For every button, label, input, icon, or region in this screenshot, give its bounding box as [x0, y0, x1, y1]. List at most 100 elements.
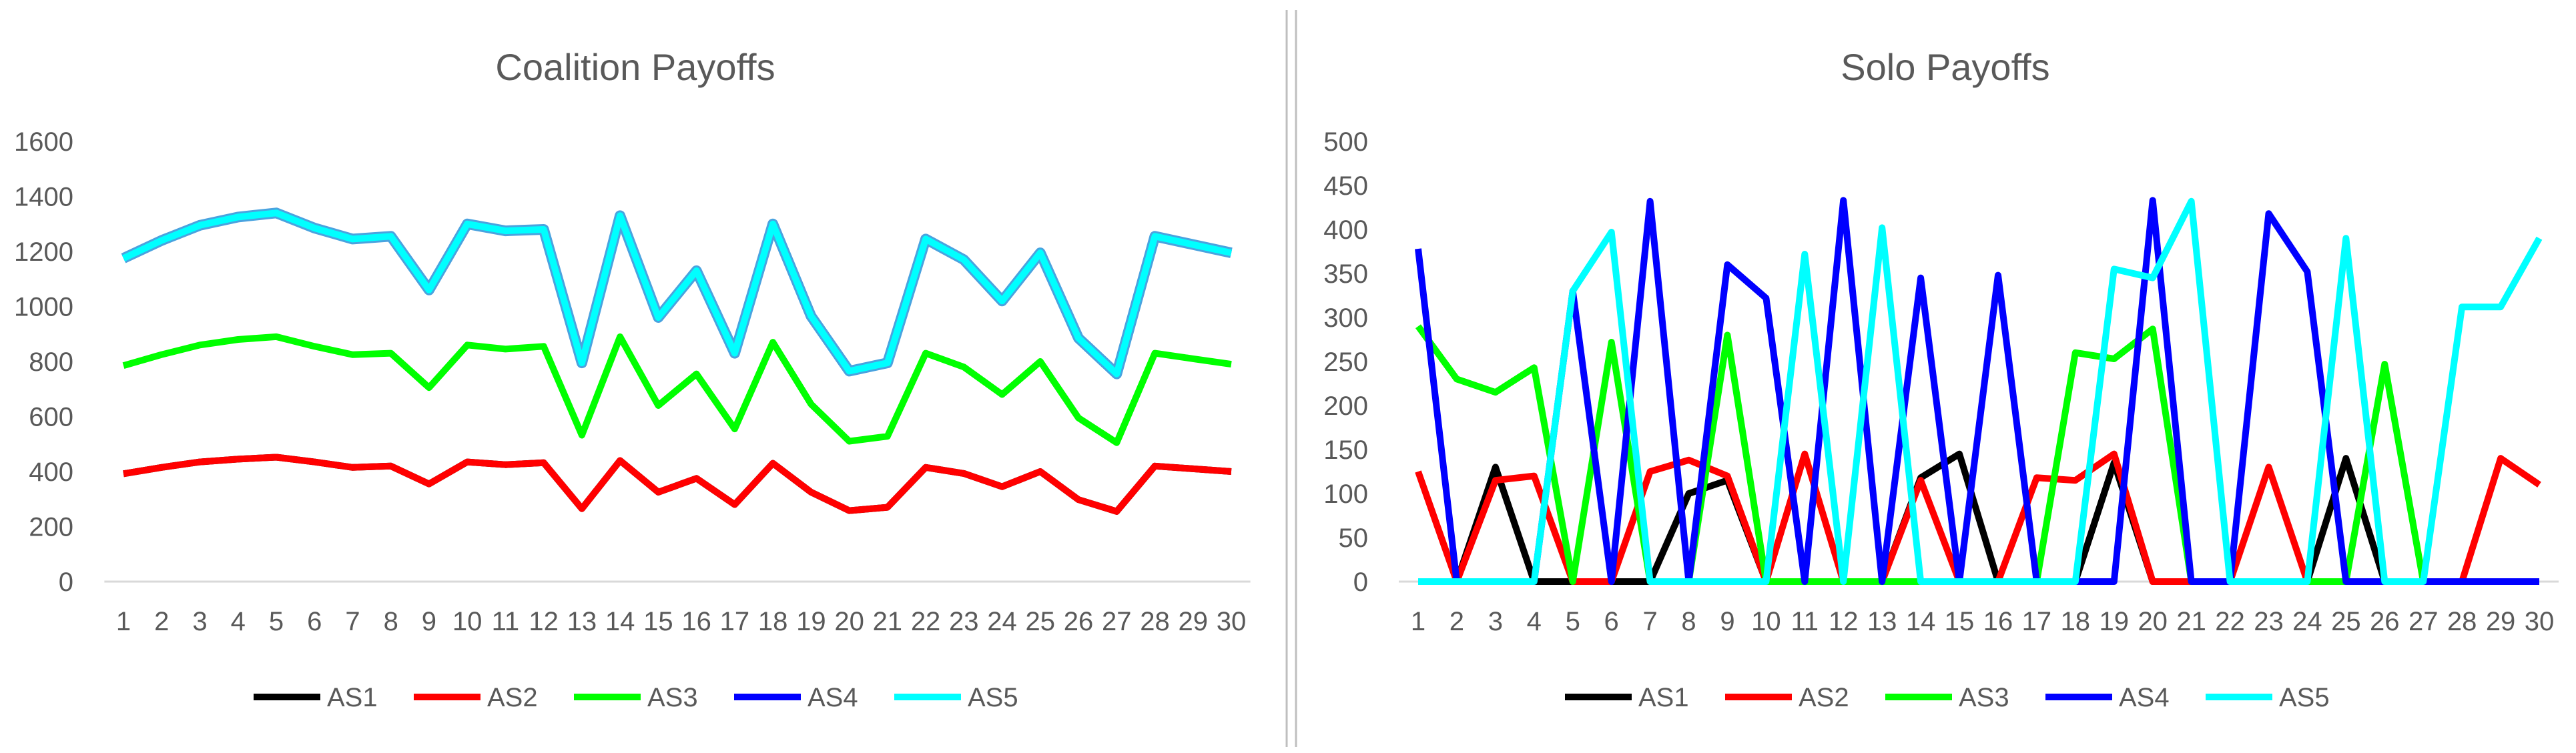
x-tick-label: 24: [987, 607, 1017, 636]
x-tick-label: 18: [758, 607, 788, 636]
legend: AS1 AS2 AS3 AS4 AS5: [254, 683, 1018, 712]
x-tick-label: 27: [1102, 607, 1132, 636]
x-tick-label: 3: [192, 607, 207, 636]
legend-label-as3: AS3: [1959, 683, 2009, 712]
x-tick-label: 1: [116, 607, 131, 636]
x-tick-label: 12: [529, 607, 559, 636]
x-tick-label: 25: [2331, 607, 2361, 636]
x-tick-label: 14: [1906, 607, 1936, 636]
x-tick-label: 10: [1751, 607, 1781, 636]
x-axis-ticks: 1 2 3 4 5 6 7 8 9 10 11 12 13 14 15 16 17 18 19 20 21 22 23 24 2…: [116, 607, 1246, 636]
x-tick-label: 7: [1642, 607, 1657, 636]
legend: AS1 AS2 AS3 AS4 AS5: [1565, 683, 2330, 712]
legend-label-as2: AS2: [487, 683, 538, 712]
x-tick-label: 15: [643, 607, 673, 636]
y-tick-label: 150: [1323, 436, 1368, 465]
y-tick-label: 200: [1323, 392, 1368, 421]
y-tick-label: 250: [1323, 347, 1368, 377]
legend-label-as5: AS5: [2279, 683, 2330, 712]
legend-label-as2: AS2: [1799, 683, 1849, 712]
chart-title: Solo Payoffs: [1841, 46, 2049, 88]
x-tick-label: 24: [2292, 607, 2322, 636]
x-tick-label: 8: [1681, 607, 1696, 636]
x-tick-label: 22: [911, 607, 941, 636]
x-tick-label: 7: [345, 607, 360, 636]
y-tick-label: 450: [1323, 171, 1368, 201]
x-tick-label: 4: [1527, 607, 1542, 636]
y-tick-label: 300: [1323, 303, 1368, 333]
x-tick-label: 6: [1604, 607, 1619, 636]
x-tick-label: 12: [1829, 607, 1859, 636]
x-tick-label: 18: [2061, 607, 2091, 636]
x-tick-label: 17: [2022, 607, 2052, 636]
x-tick-label: 23: [2254, 607, 2284, 636]
legend-label-as4: AS4: [2119, 683, 2170, 712]
x-tick-label: 5: [269, 607, 284, 636]
x-tick-label: 29: [2486, 607, 2516, 636]
series-line-as4: [1415, 197, 2539, 585]
x-tick-label: 26: [2370, 607, 2400, 636]
y-axis-ticks: 0 200 400 600 800 1000 1200 1400 1600: [14, 127, 73, 597]
series-line-as2: [123, 454, 1232, 515]
solo-payoffs-chart: Solo Payoffs 050100150200250300350400450…: [1323, 46, 2559, 712]
y-tick-label: 1400: [14, 183, 73, 212]
y-tick-label: 1200: [14, 237, 73, 267]
y-tick-label: 500: [1323, 127, 1368, 157]
x-tick-label: 28: [1140, 607, 1170, 636]
x-tick-label: 30: [2525, 607, 2555, 636]
x-tick-label: 1: [1411, 607, 1425, 636]
x-tick-label: 15: [1945, 607, 1975, 636]
x-tick-label: 9: [1720, 607, 1734, 636]
x-tick-label: 20: [834, 607, 864, 636]
x-tick-label: 21: [873, 607, 903, 636]
x-tick-label: 23: [949, 607, 979, 636]
x-tick-label: 6: [307, 607, 322, 636]
y-tick-label: 400: [29, 458, 73, 487]
x-tick-label: 2: [154, 607, 169, 636]
x-tick-label: 2: [1450, 607, 1464, 636]
series-lines: [121, 207, 1233, 515]
coalition-payoffs-chart: Coalition Payoffs 0 200 400 600 800 1000 1200 1…: [14, 46, 1251, 712]
x-tick-label: 29: [1179, 607, 1209, 636]
legend-label-as1: AS1: [327, 683, 378, 712]
x-tick-label: 28: [2447, 607, 2477, 636]
legend-label-as5: AS5: [968, 683, 1018, 712]
y-tick-label: 50: [1339, 524, 1369, 553]
x-tick-label: 19: [796, 607, 826, 636]
x-axis-ticks: 1 2 3 4 5 6 7 8 9 10 11 12 13 14 15 16 17 18 19 20 21 22 23 24 2…: [1411, 607, 2554, 636]
x-tick-label: 27: [2408, 607, 2439, 636]
x-tick-label: 14: [605, 607, 635, 636]
x-tick-label: 13: [1867, 607, 1897, 636]
series-line-as5: [1418, 197, 2543, 585]
x-tick-label: 25: [1026, 607, 1056, 636]
y-tick-label: 100: [1323, 480, 1368, 509]
x-tick-label: 9: [422, 607, 436, 636]
x-tick-label: 13: [567, 607, 597, 636]
legend-label-as3: AS3: [647, 683, 698, 712]
x-tick-label: 30: [1217, 607, 1247, 636]
series-line-as5: [121, 209, 1233, 378]
x-tick-label: 3: [1488, 607, 1503, 636]
series-lines: [1415, 197, 2543, 585]
x-tick-label: 22: [2215, 607, 2245, 636]
y-tick-label: 200: [29, 513, 73, 542]
x-tick-label: 4: [231, 607, 246, 636]
y-tick-label: 600: [29, 403, 73, 432]
y-tick-label: 800: [29, 347, 73, 377]
x-tick-label: 16: [681, 607, 711, 636]
x-tick-label: 16: [1983, 607, 2013, 636]
chart-title: Coalition Payoffs: [495, 46, 775, 88]
x-tick-label: 20: [2138, 607, 2168, 636]
x-tick-label: 21: [2176, 607, 2206, 636]
y-tick-label: 400: [1323, 215, 1368, 245]
x-tick-label: 8: [384, 607, 398, 636]
x-tick-label: 17: [720, 607, 750, 636]
x-tick-label: 11: [492, 607, 520, 636]
y-tick-label: 350: [1323, 259, 1368, 289]
x-tick-label: 19: [2100, 607, 2130, 636]
x-tick-label: 26: [1064, 607, 1094, 636]
x-tick-label: 11: [1791, 607, 1819, 636]
legend-label-as1: AS1: [1638, 683, 1689, 712]
